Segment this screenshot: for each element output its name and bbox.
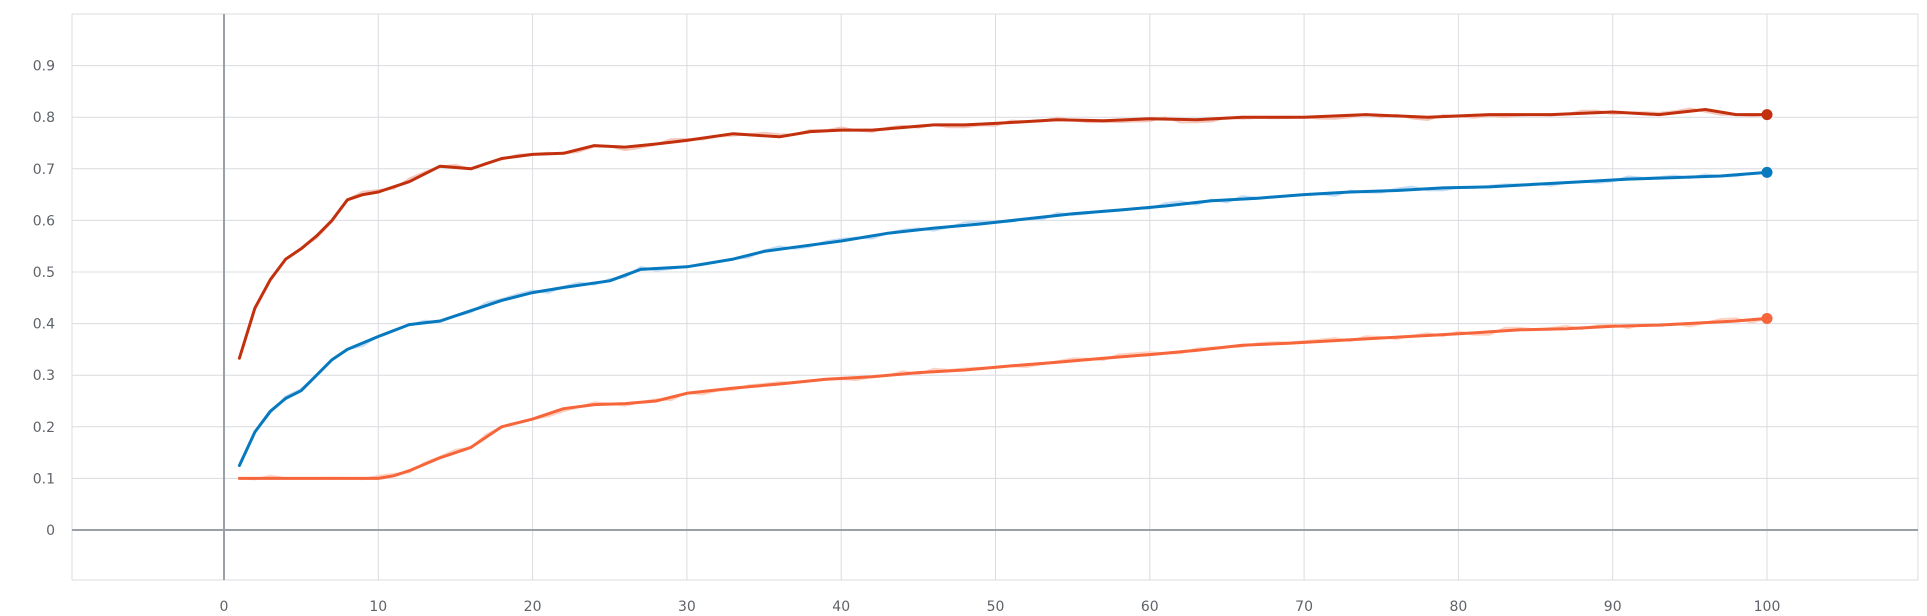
x-tick-label: 0 bbox=[220, 599, 229, 615]
y-tick-label: 0.6 bbox=[33, 213, 55, 229]
x-gridlines bbox=[71, 14, 1919, 581]
x-tick-label: 70 bbox=[1295, 599, 1313, 615]
x-tick-label: 80 bbox=[1449, 599, 1467, 615]
x-tick-label: 100 bbox=[1754, 599, 1781, 615]
y-tick-label: 0.9 bbox=[33, 59, 55, 75]
y-tick-label: 0.4 bbox=[33, 317, 55, 333]
x-tick-label: 90 bbox=[1604, 599, 1622, 615]
series-end-point bbox=[1761, 109, 1773, 121]
x-tick-label: 60 bbox=[1141, 599, 1159, 615]
x-tick-label: 30 bbox=[678, 599, 696, 615]
series-layer bbox=[237, 107, 1773, 481]
series-line bbox=[237, 170, 1769, 467]
x-tick-label: 20 bbox=[524, 599, 542, 615]
series-raw-line bbox=[238, 317, 1768, 481]
y-tick-labels: 0 0.1 0.2 0.3 0.4 0.5 0.6 0.7 0.8 0.9 bbox=[33, 59, 55, 539]
y-tick-label: 0.7 bbox=[33, 162, 55, 178]
series-raw-line bbox=[238, 107, 1768, 360]
y-tick-label: 0.5 bbox=[33, 265, 55, 281]
series-end-point bbox=[1761, 166, 1773, 178]
series-line bbox=[237, 316, 1769, 480]
y-tick-label: 0.8 bbox=[33, 110, 55, 126]
x-tick-label: 10 bbox=[369, 599, 387, 615]
y-tick-label: 0.2 bbox=[33, 420, 55, 436]
x-tick-labels: 0 10 20 30 40 50 60 70 80 90 100 bbox=[220, 599, 1781, 615]
x-tick-label: 40 bbox=[832, 599, 850, 615]
y-tick-label: 0 bbox=[46, 523, 55, 539]
series-end-point bbox=[1761, 312, 1773, 324]
y-tick-label: 0.3 bbox=[33, 368, 55, 384]
series-raw-line bbox=[238, 171, 1768, 467]
y-tick-label: 0.1 bbox=[33, 471, 55, 487]
x-tick-label: 50 bbox=[987, 599, 1005, 615]
axes bbox=[72, 14, 1918, 580]
series-line bbox=[237, 108, 1769, 360]
